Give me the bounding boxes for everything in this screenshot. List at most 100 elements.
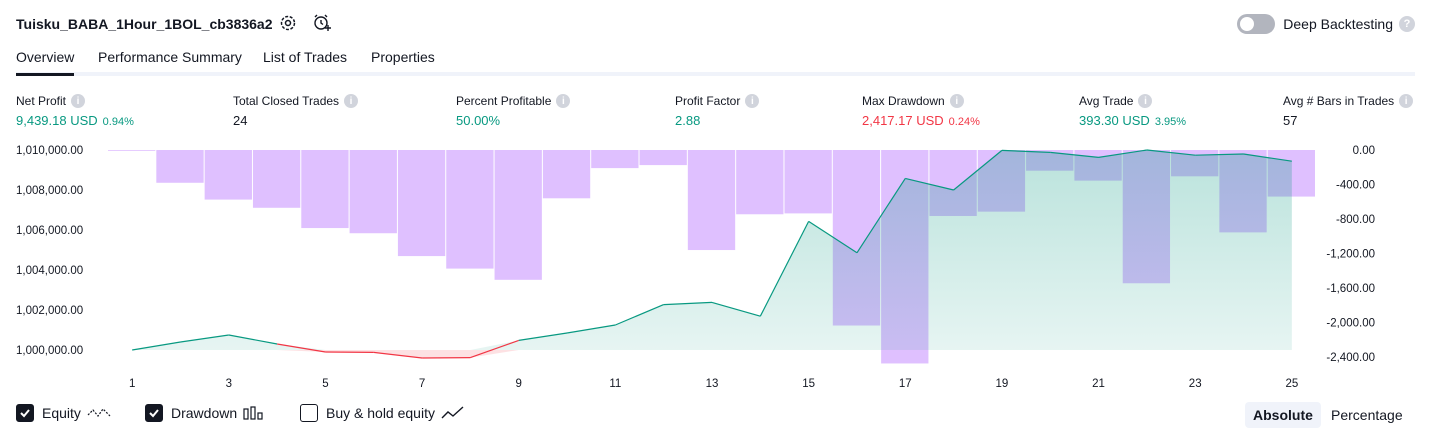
absolute-button[interactable]: Absolute bbox=[1245, 402, 1321, 428]
info-icon[interactable]: i bbox=[71, 94, 86, 108]
x-axis-tick: 1 bbox=[129, 378, 135, 390]
metric-amount: 57 bbox=[1283, 113, 1298, 128]
info-icon[interactable]: i bbox=[745, 94, 760, 108]
right-axis-tick: -2,400.00 bbox=[1326, 352, 1375, 364]
metric-percent-profitable: Percent Profitable i 50.00% bbox=[456, 93, 571, 128]
tab-overview[interactable]: Overview bbox=[16, 49, 75, 76]
metric-value: 2.88 bbox=[675, 113, 759, 128]
check-icon bbox=[149, 409, 159, 418]
metric-label: Net Profit bbox=[16, 94, 67, 108]
drawdown-bar bbox=[687, 150, 736, 251]
metric-profit-factor: Profit Factor i 2.88 bbox=[675, 93, 760, 128]
drawdown-label: Drawdown bbox=[171, 405, 238, 421]
report-tabs: Overview Performance Summary List of Tra… bbox=[16, 46, 1415, 76]
right-axis-tick: -1,200.00 bbox=[1326, 249, 1375, 261]
equity-label: Equity bbox=[42, 405, 81, 421]
x-axis-tick: 21 bbox=[1092, 378, 1105, 390]
equity-line-segment bbox=[808, 220, 858, 254]
info-icon[interactable]: i bbox=[344, 94, 359, 108]
metric-value: 393.30 USD 3.95% bbox=[1079, 113, 1186, 128]
equity-line-segment bbox=[373, 351, 423, 359]
left-price-axis: 1,010,000.00 1,008,000.00 1,006,000.00 1,00… bbox=[16, 145, 83, 357]
drawdown-toggle[interactable]: Drawdown bbox=[145, 404, 265, 422]
chart-legend-bar: Equity Drawdown Buy & hold equity Absolu… bbox=[0, 400, 1431, 430]
buy-hold-label: Buy & hold equity bbox=[326, 405, 435, 421]
equity-line-segment bbox=[615, 304, 664, 326]
metric-avg-trade: Avg Trade i 393.30 USD 3.95% bbox=[1079, 93, 1186, 128]
metric-value: 50.00% bbox=[456, 113, 570, 128]
metric-percent: 0.94% bbox=[102, 116, 134, 128]
metric-amount: 2,417.17 USD bbox=[862, 113, 944, 128]
drawdown-bar bbox=[639, 150, 687, 166]
equity-area-above bbox=[132, 150, 1292, 350]
x-axis-tick: 19 bbox=[996, 378, 1009, 390]
equity-line-segment bbox=[711, 301, 761, 317]
add-alert-icon-graphic bbox=[314, 14, 331, 31]
x-axis-tick: 15 bbox=[802, 378, 815, 390]
deep-backtesting-toggle[interactable] bbox=[1237, 14, 1276, 34]
drawdown-bar bbox=[301, 150, 349, 229]
info-icon[interactable]: i bbox=[556, 94, 571, 108]
equity-toggle[interactable]: Equity bbox=[16, 404, 111, 422]
buy-hold-toggle[interactable]: Buy & hold equity bbox=[300, 404, 465, 422]
deep-backtesting-label: Deep Backtesting bbox=[1283, 16, 1393, 32]
equity-line-segment bbox=[1098, 149, 1147, 158]
left-axis-tick: 1,008,000.00 bbox=[16, 185, 83, 197]
drawdown-bar bbox=[252, 150, 301, 208]
metric-value: 24 bbox=[233, 113, 358, 128]
metric-max-drawdown: Max Drawdown i 2,417.17 USD 0.24% bbox=[862, 93, 980, 128]
drawdown-checkbox[interactable] bbox=[145, 404, 163, 422]
metric-label: Avg # Bars in Trades bbox=[1283, 94, 1395, 108]
equity-line-segment bbox=[663, 301, 713, 306]
equity-area-below bbox=[132, 350, 1292, 358]
equity-line-segment bbox=[470, 339, 519, 359]
equity-checkbox[interactable] bbox=[16, 404, 34, 422]
metric-label: Max Drawdown bbox=[862, 94, 945, 108]
add-alert-icon[interactable] bbox=[312, 13, 332, 33]
right-axis-tick: -2,000.00 bbox=[1326, 318, 1375, 330]
metric-value: 2,417.17 USD 0.24% bbox=[862, 113, 980, 128]
percentage-button[interactable]: Percentage bbox=[1331, 407, 1403, 423]
buy-hold-line-icon bbox=[441, 406, 464, 419]
equity-line-icon bbox=[87, 408, 111, 417]
left-axis-tick: 1,000,000.00 bbox=[16, 345, 83, 357]
equity-line-segment bbox=[1195, 153, 1244, 156]
x-axis-tick: 7 bbox=[419, 378, 425, 390]
metric-percent: 0.24% bbox=[948, 116, 980, 128]
check-icon bbox=[20, 409, 30, 418]
tab-performance-summary[interactable]: Performance Summary bbox=[98, 49, 242, 65]
report-header: Tuisku_BABA_1Hour_1BOL_cb3836a2 Deep Bac… bbox=[0, 0, 1431, 46]
equity-line-segment bbox=[856, 178, 906, 254]
help-icon[interactable]: ? bbox=[1399, 16, 1415, 32]
info-icon[interactable]: i bbox=[1138, 94, 1153, 108]
metric-value: 57 bbox=[1283, 113, 1413, 128]
metric-avg-bars: Avg # Bars in Trades i 57 bbox=[1283, 93, 1414, 128]
metric-label: Profit Factor bbox=[675, 94, 741, 108]
left-axis-tick: 1,004,000.00 bbox=[16, 265, 83, 277]
right-axis-tick: 0.00 bbox=[1353, 145, 1375, 157]
gear-icon[interactable] bbox=[278, 13, 298, 33]
equity-series bbox=[132, 149, 1292, 359]
metric-label: Percent Profitable bbox=[456, 94, 552, 108]
equity-line-segment bbox=[566, 324, 616, 334]
equity-line-segment bbox=[1050, 151, 1099, 158]
right-axis-tick: -800.00 bbox=[1336, 214, 1375, 226]
equity-drawdown-chart[interactable]: 1,010,000.00 1,008,000.00 1,006,000.00 1,00… bbox=[0, 138, 1431, 396]
tab-list-of-trades[interactable]: List of Trades bbox=[263, 49, 348, 65]
info-icon[interactable]: i bbox=[1399, 94, 1414, 108]
strategy-title: Tuisku_BABA_1Hour_1BOL_cb3836a2 bbox=[16, 16, 273, 32]
metric-amount: 2.88 bbox=[675, 113, 701, 128]
drawdown-bar bbox=[349, 150, 397, 234]
buy-hold-checkbox[interactable] bbox=[300, 404, 318, 422]
metric-amount: 393.30 USD bbox=[1079, 113, 1150, 128]
equity-line-segment bbox=[1146, 149, 1196, 156]
metric-label: Avg Trade bbox=[1079, 94, 1134, 108]
info-icon[interactable]: i bbox=[949, 94, 964, 108]
left-axis-tick: 1,006,000.00 bbox=[16, 225, 83, 237]
x-axis-tick: 3 bbox=[226, 378, 232, 390]
equity-line-segment bbox=[1243, 153, 1292, 162]
x-axis-tick: 13 bbox=[706, 378, 719, 390]
equity-line-segment bbox=[905, 177, 954, 191]
tab-properties[interactable]: Properties bbox=[371, 49, 435, 65]
metric-label: Total Closed Trades bbox=[233, 94, 340, 108]
